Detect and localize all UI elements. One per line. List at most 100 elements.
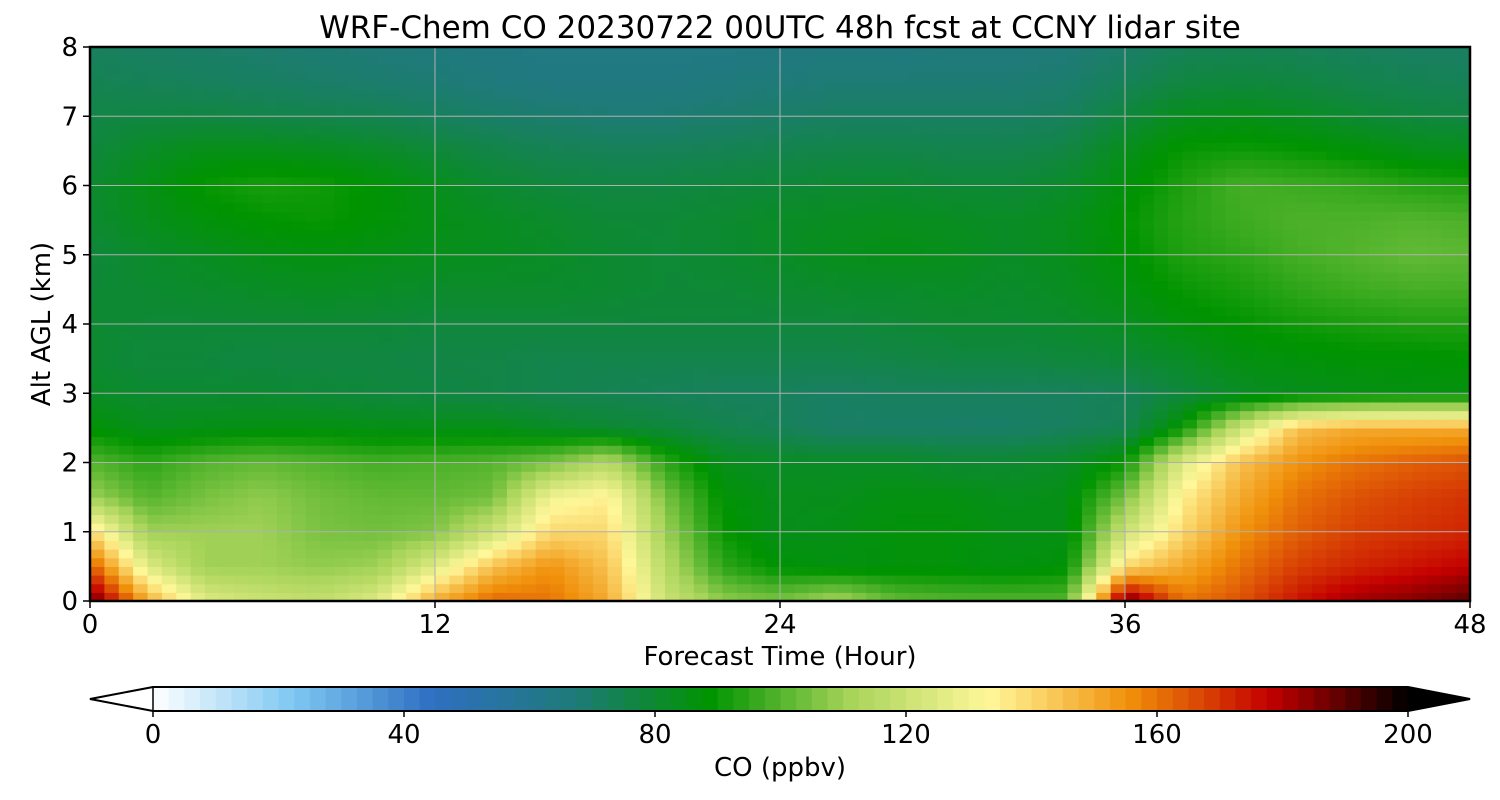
heatmap-cell <box>1283 159 1299 169</box>
heatmap-cell <box>1283 384 1299 394</box>
heatmap-cell <box>90 436 105 446</box>
heatmap-cell <box>794 375 810 386</box>
heatmap-cell <box>1225 280 1241 290</box>
heatmap-cell <box>161 306 177 316</box>
heatmap-cell <box>823 185 839 195</box>
heatmap-cell <box>751 488 767 498</box>
heatmap-cell <box>564 479 580 490</box>
heatmap-cell <box>1067 540 1083 550</box>
heatmap-cell <box>1038 298 1054 308</box>
heatmap-cell <box>1024 176 1040 187</box>
heatmap-cell <box>593 341 609 351</box>
heatmap-cell <box>895 168 910 178</box>
heatmap-cell <box>952 583 968 593</box>
heatmap-cell <box>176 566 192 576</box>
heatmap-cell <box>550 306 565 316</box>
heatmap-cell <box>981 237 997 247</box>
heatmap-cell <box>1297 505 1313 516</box>
heatmap-cell <box>981 254 997 265</box>
heatmap-cell <box>291 202 307 213</box>
heatmap-cell <box>1225 306 1241 316</box>
heatmap-cell <box>593 462 609 472</box>
heatmap-cell <box>851 583 867 593</box>
heatmap-cell <box>1355 254 1370 265</box>
heatmap-cell <box>161 488 177 498</box>
heatmap-cell <box>420 324 436 334</box>
heatmap-cell <box>406 462 422 472</box>
heatmap-cell <box>607 194 623 204</box>
heatmap-cell <box>823 549 839 559</box>
heatmap-cell <box>837 427 853 438</box>
heatmap-cell <box>1053 419 1069 429</box>
heatmap-cell <box>1053 211 1069 221</box>
heatmap-cell <box>1196 324 1212 334</box>
heatmap-cell <box>952 263 968 273</box>
heatmap-cell <box>104 150 120 161</box>
heatmap-cell <box>147 375 163 386</box>
heatmap-cell <box>1125 289 1140 299</box>
heatmap-cell <box>1355 211 1370 221</box>
heatmap-cell <box>190 549 206 559</box>
heatmap-cell <box>1268 462 1284 472</box>
heatmap-cell <box>636 367 652 377</box>
heatmap-cell <box>276 220 292 230</box>
heatmap-cell <box>722 479 738 490</box>
heatmap-cell <box>1355 592 1370 602</box>
heatmap-cell <box>1340 349 1356 360</box>
heatmap-cell <box>909 306 925 316</box>
heatmap-cell <box>1268 401 1284 412</box>
heatmap-cell <box>851 375 867 386</box>
heatmap-cell <box>406 315 422 325</box>
heatmap-cell <box>161 497 177 507</box>
heatmap-cell <box>808 436 824 446</box>
heatmap-cell <box>794 332 810 342</box>
heatmap-cell <box>1067 592 1083 602</box>
heatmap-cell <box>233 194 249 204</box>
heatmap-cell <box>1053 375 1069 386</box>
heatmap-cell <box>1355 427 1370 438</box>
heatmap-cell <box>1139 263 1155 273</box>
heatmap-cell <box>1254 523 1270 533</box>
heatmap-cell <box>1383 254 1399 265</box>
heatmap-cell <box>334 272 350 282</box>
heatmap-cell <box>1168 575 1184 585</box>
heatmap-cell <box>981 505 997 516</box>
heatmap-cell <box>736 324 752 334</box>
heatmap-cell <box>851 246 867 256</box>
heatmap-cell <box>521 566 537 576</box>
heatmap-cell <box>334 523 350 533</box>
heatmap-cell <box>118 566 134 576</box>
heatmap-cell <box>1038 306 1054 316</box>
heatmap-cell <box>823 514 839 524</box>
heatmap-cell <box>348 220 364 230</box>
heatmap-cell <box>118 228 134 239</box>
heatmap-cell <box>506 332 522 342</box>
heatmap-cell <box>679 349 695 360</box>
heatmap-cell <box>1038 315 1054 325</box>
heatmap-cell <box>1326 341 1342 351</box>
heatmap-cell <box>1182 306 1198 316</box>
heatmap-cell <box>1153 427 1169 438</box>
heatmap-cell <box>923 401 939 412</box>
heatmap-cell <box>190 150 206 161</box>
heatmap-cell <box>262 306 278 316</box>
heatmap-cell <box>693 332 709 342</box>
heatmap-cell <box>880 583 896 593</box>
heatmap-cell <box>1010 272 1025 282</box>
heatmap-cell <box>995 557 1011 567</box>
heatmap-cell <box>621 289 637 299</box>
heatmap-cell <box>262 246 278 256</box>
heatmap-cell <box>1412 557 1428 567</box>
heatmap-cell <box>506 237 522 247</box>
heatmap-cell <box>248 566 264 576</box>
heatmap-cell <box>593 237 609 247</box>
heatmap-cell <box>780 194 795 204</box>
heatmap-cell <box>118 168 134 178</box>
heatmap-cell <box>262 168 278 178</box>
heatmap-cell <box>521 150 537 161</box>
heatmap-cell <box>866 523 882 533</box>
heatmap-cell <box>1268 289 1284 299</box>
heatmap-cell <box>1369 228 1385 239</box>
heatmap-cell <box>391 583 407 593</box>
heatmap-cell <box>219 324 235 334</box>
